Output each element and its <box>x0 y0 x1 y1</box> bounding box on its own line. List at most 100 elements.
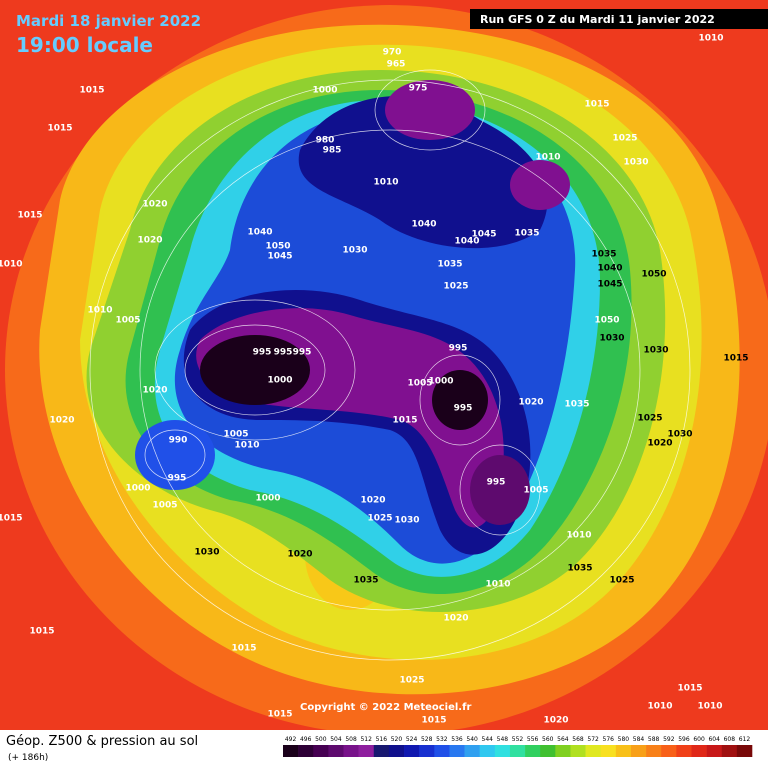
legend-swatch <box>328 745 344 757</box>
legend-label: 516 <box>376 736 388 743</box>
legend-label: 568 <box>572 736 584 743</box>
pressure-label: 1020 <box>443 614 468 624</box>
pressure-label: 1010 <box>647 702 672 712</box>
field <box>298 96 548 249</box>
field <box>470 455 530 525</box>
legend-label: 560 <box>542 736 554 743</box>
pressure-label: 1000 <box>312 86 337 96</box>
pressure-label: 1045 <box>471 230 496 240</box>
legend-label: 572 <box>587 736 599 743</box>
legend-label: 512 <box>360 736 372 743</box>
pressure-label: 1010 <box>87 306 112 316</box>
pressure-label: 1035 <box>564 400 589 410</box>
pressure-label: 995 <box>253 348 272 358</box>
pressure-label: 1015 <box>723 354 748 364</box>
pressure-label: 1015 <box>392 416 417 426</box>
legend-label: 588 <box>648 736 660 743</box>
pressure-label: 995 <box>487 478 506 488</box>
legend-swatch <box>464 745 480 757</box>
pressure-label: 1040 <box>597 264 622 274</box>
pressure-label: 985 <box>323 146 342 156</box>
legend-swatch <box>600 745 617 757</box>
legend-label: 504 <box>330 736 342 743</box>
legend-label: 492 <box>285 736 297 743</box>
field <box>135 420 215 490</box>
legend-swatch <box>706 745 723 757</box>
pressure-labels: 1015 1015 1015 1010 1020 1020 1010 1005 … <box>0 34 749 726</box>
pressure-label: 1030 <box>394 516 419 526</box>
pressure-label: 1045 <box>597 280 622 290</box>
pressure-label: 1015 <box>17 211 42 221</box>
pressure-label: 1020 <box>142 386 167 396</box>
legend-label: 524 <box>406 736 418 743</box>
pressure-label: 1035 <box>591 250 616 260</box>
pressure-label: 1010 <box>373 178 398 188</box>
pressure-label: 1035 <box>514 229 539 239</box>
pressure-label: 1020 <box>287 550 312 560</box>
pressure-label: 1020 <box>137 236 162 246</box>
pressure-label: 975 <box>409 84 428 94</box>
legend-swatch <box>676 745 692 757</box>
legend-label: 604 <box>708 736 720 743</box>
legend-swatch <box>388 745 405 757</box>
footer-lead: (+ 186h) <box>8 753 48 763</box>
pressure-label: 1035 <box>353 576 378 586</box>
pressure-label: 1035 <box>567 564 592 574</box>
pressure-label: 1040 <box>411 220 436 230</box>
legend-swatch <box>615 745 632 757</box>
pressure-label: 1030 <box>623 158 648 168</box>
legend-label: 600 <box>693 736 705 743</box>
legend-swatch <box>343 745 359 757</box>
pressure-label: 1010 <box>535 153 560 163</box>
pressure-label: 1040 <box>247 228 272 238</box>
pressure-label: 1015 <box>677 684 702 694</box>
pressure-label: 1015 <box>267 710 292 720</box>
run-info: Run GFS 0 Z du Mardi 11 janvier 2022 <box>480 13 715 26</box>
pressure-label: 990 <box>169 436 188 446</box>
pressure-label: 1045 <box>267 252 292 262</box>
pressure-label: 1040 <box>454 237 479 247</box>
legend: 492 496 500 504 508 512 516 520 524 528 532 536 540 5… <box>283 736 753 757</box>
legend-label: 532 <box>436 736 448 743</box>
legend-swatch <box>721 745 738 757</box>
field <box>432 370 488 430</box>
pressure-label: 1010 <box>698 34 723 44</box>
pressure-label: 995 <box>274 348 293 358</box>
legend-label: 528 <box>421 736 433 743</box>
pressure-label: 1035 <box>437 260 462 270</box>
legend-swatch <box>373 745 390 757</box>
legend-label: 592 <box>663 736 675 743</box>
pressure-label: 1010 <box>485 580 510 590</box>
pressure-label: 1025 <box>609 576 634 586</box>
legend-label: 608 <box>724 736 736 743</box>
pressure-label: 1010 <box>566 531 591 541</box>
pressure-label: 1000 <box>255 494 280 504</box>
pressure-label: 995 <box>293 348 312 358</box>
legend-label: 576 <box>603 736 615 743</box>
pressure-label: 1025 <box>399 676 424 686</box>
pressure-label: 1015 <box>584 100 609 110</box>
pressure-label: 1005 <box>152 501 177 511</box>
forecast-date: Mardi 18 janvier 2022 <box>16 12 201 30</box>
pressure-label: 995 <box>168 474 187 484</box>
pressure-label: 1025 <box>367 514 392 524</box>
legend-swatch <box>419 745 435 757</box>
legend-label: 496 <box>300 736 312 743</box>
pressure-label: 1030 <box>643 346 668 356</box>
legend-swatch <box>570 745 586 757</box>
pressure-label: 1005 <box>523 486 548 496</box>
pressure-label: 980 <box>316 136 335 146</box>
pressure-label: 1025 <box>443 282 468 292</box>
pressure-label: 1020 <box>142 200 167 210</box>
pressure-label: 965 <box>387 60 406 70</box>
legend-label: 544 <box>482 736 494 743</box>
pressure-label: 1020 <box>543 716 568 726</box>
legend-label: 584 <box>633 736 645 743</box>
legend-swatch <box>358 745 375 757</box>
pressure-label: 1015 <box>79 86 104 96</box>
forecast-time: 19:00 locale <box>16 33 153 57</box>
legend-label: 540 <box>466 736 478 743</box>
legend-swatch <box>434 745 450 757</box>
pressure-label: 1030 <box>194 548 219 558</box>
